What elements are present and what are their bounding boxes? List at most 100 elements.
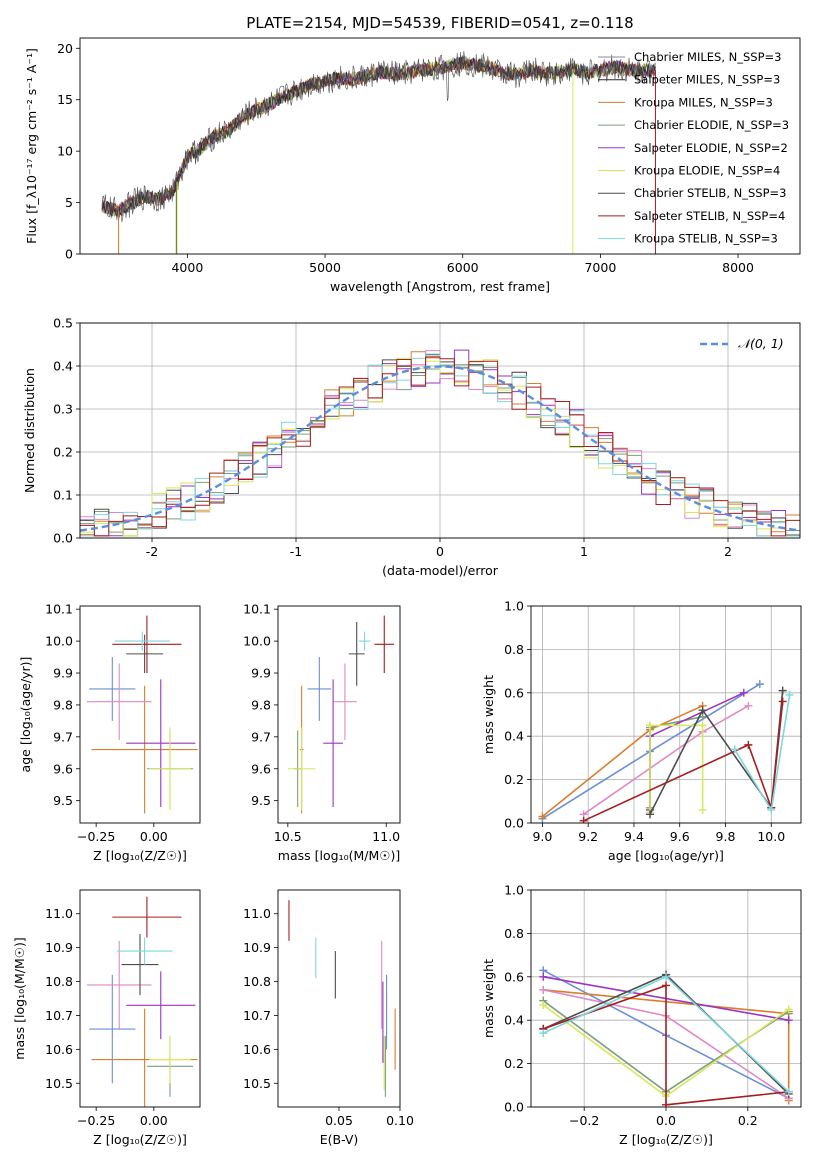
legend-entry: Kroupa STELIB, N_SSP=3 — [634, 232, 778, 246]
x-tick-label: 8000 — [722, 260, 754, 275]
weight-series — [730, 690, 794, 814]
y-tick-label: 10.8 — [243, 974, 271, 989]
y-tick-label: 0.0 — [504, 816, 524, 831]
x-tick-label: 9.4 — [624, 829, 644, 844]
errorbar-point — [86, 663, 152, 741]
legend-entry: 𝒩(0, 1) — [738, 336, 784, 351]
y-tick-label: 10.7 — [45, 1008, 73, 1023]
y-tick-label: 0.4 — [504, 729, 524, 744]
y-tick-label: 5 — [65, 195, 73, 210]
weight-line — [649, 724, 704, 813]
y-tick-label: 10.5 — [243, 1076, 271, 1091]
age_vs_Z-points — [86, 615, 198, 814]
mass_vs_Z-points — [86, 896, 198, 1107]
weight_vs_age-ylabel: mass weight — [481, 675, 496, 754]
age_vs_mass-frame — [277, 605, 401, 824]
y-tick-label: 10.0 — [243, 634, 271, 649]
spectrum-ylabel: Flux [f_λ10⁻¹⁷ erg cm⁻² s⁻¹ A⁻¹] — [24, 48, 39, 244]
legend-entry: Chabrier MILES, N_SSP=3 — [634, 50, 781, 64]
y-tick-label: 9.6 — [251, 761, 271, 776]
mass_vs_ebv-points — [288, 900, 396, 1097]
x-tick-label: 10.0 — [757, 829, 785, 844]
residuals-xlabel: (data-model)/error — [382, 563, 499, 578]
y-tick-label: 9.6 — [53, 761, 73, 776]
weight_vs_age-series — [538, 680, 794, 823]
mass_vs_ebv-frame — [277, 889, 401, 1108]
spectrum-series-line — [101, 51, 656, 223]
y-tick-label: 10.1 — [243, 602, 271, 617]
errorbar-point — [121, 934, 159, 996]
errorbar-point — [89, 974, 136, 1084]
legend-entry: Kroupa MILES, N_SSP=3 — [634, 95, 773, 109]
mass_vs_ebv-axes: 0.05 0.10 10.5 10.6 10.7 10.8 10.9 11.0 E(B-V) — [243, 906, 414, 1147]
y-tick-label: 20 — [57, 41, 73, 56]
weight-marker — [538, 812, 547, 821]
y-tick-label: 1.0 — [504, 883, 524, 898]
y-tick-label: 9.5 — [251, 793, 271, 808]
errorbar-point — [149, 1035, 191, 1084]
weight-marker — [539, 1001, 548, 1010]
weight_vs_Z-ylabel: mass weight — [481, 959, 496, 1038]
x-tick-label: 4000 — [171, 260, 203, 275]
x-tick-label: 0.0 — [656, 1113, 676, 1128]
weight_vs_Z-frame — [530, 889, 802, 1108]
x-tick-label: 9.2 — [578, 829, 598, 844]
y-tick-label: 10.5 — [45, 1076, 73, 1091]
age_vs_Z-frame — [79, 605, 201, 824]
errorbar-point — [287, 727, 316, 811]
errorbar-point — [307, 657, 332, 721]
weight-marker — [698, 706, 707, 715]
x-tick-label: 0 — [436, 544, 444, 559]
weight-marker — [784, 1005, 793, 1014]
spectrum-axes: 4000 5000 6000 7000 8000 0 5 10 15 20 wavelength [… — [24, 41, 754, 294]
y-tick-label: 10.7 — [243, 1008, 271, 1023]
legend-entry: Chabrier ELODIE, N_SSP=3 — [634, 118, 789, 132]
age_vs_mass-axes: 10.5 11.0 9.5 9.6 9.7 9.8 9.9 10.0 10.1 mass [log… — [243, 602, 400, 863]
legend-entry: Salpeter STELIB, N_SSP=4 — [634, 209, 785, 223]
age_vs_Z-ylabel: age [log₁₀(age/yr)] — [18, 657, 33, 773]
errorbar-point — [116, 937, 173, 965]
residuals-frame — [79, 322, 801, 539]
mass_vs_Z-frame — [79, 889, 201, 1108]
errorbar-point — [114, 631, 170, 651]
y-tick-label: 9.7 — [251, 729, 271, 744]
weight-marker — [662, 981, 670, 990]
weight-marker — [645, 810, 654, 819]
weight_vs_Z-xlabel: Z [log₁₀(Z/Z☉)] — [619, 1132, 713, 1147]
histogram-series — [80, 356, 800, 537]
y-tick-label: 0.4 — [53, 359, 73, 374]
weight-marker — [645, 721, 654, 730]
weight-marker — [785, 690, 794, 699]
x-tick-label: 6000 — [447, 260, 479, 275]
errorbar-point — [89, 657, 136, 721]
weight_vs_age-xlabel: age [log₁₀(age/yr)] — [608, 848, 724, 863]
x-tick-label: 11.0 — [372, 829, 400, 844]
errorbar-point — [358, 631, 371, 651]
x-tick-label: 9.6 — [670, 829, 690, 844]
mass_vs_Z-ylabel: mass [log₁₀(M/M☉)] — [12, 937, 27, 1059]
errorbar-point — [126, 971, 196, 1040]
x-tick-label: -1 — [290, 544, 302, 559]
weight-series — [539, 972, 793, 1096]
y-tick-label: 0.2 — [504, 1056, 524, 1071]
errorbar-point — [112, 615, 182, 674]
x-tick-label: −0.25 — [77, 1113, 115, 1128]
spectrum-title: PLATE=2154, MJD=54539, FIBERID=0541, z=0… — [246, 14, 633, 32]
y-tick-label: 11.0 — [243, 906, 271, 921]
weight-series — [539, 981, 793, 1107]
mass_vs_Z-xlabel: Z [log₁₀(Z/Z☉)] — [93, 1132, 187, 1147]
weight-marker — [539, 985, 548, 994]
weight-marker — [662, 1100, 670, 1107]
legend-entry: Chabrier STELIB, N_SSP=3 — [634, 186, 786, 200]
y-tick-label: 10.9 — [45, 940, 73, 955]
errorbar-point — [112, 896, 182, 938]
legend-entry: Salpeter ELODIE, N_SSP=2 — [634, 141, 788, 155]
spectrum-frame — [79, 37, 801, 255]
weight-marker — [744, 701, 753, 710]
y-tick-label: 0.0 — [504, 1100, 524, 1115]
y-tick-label: 9.9 — [53, 666, 73, 681]
weight_vs_age-grid — [531, 605, 801, 824]
errorbar-point — [91, 685, 198, 814]
weight-marker — [698, 805, 707, 814]
y-tick-label: 9.9 — [251, 666, 271, 681]
